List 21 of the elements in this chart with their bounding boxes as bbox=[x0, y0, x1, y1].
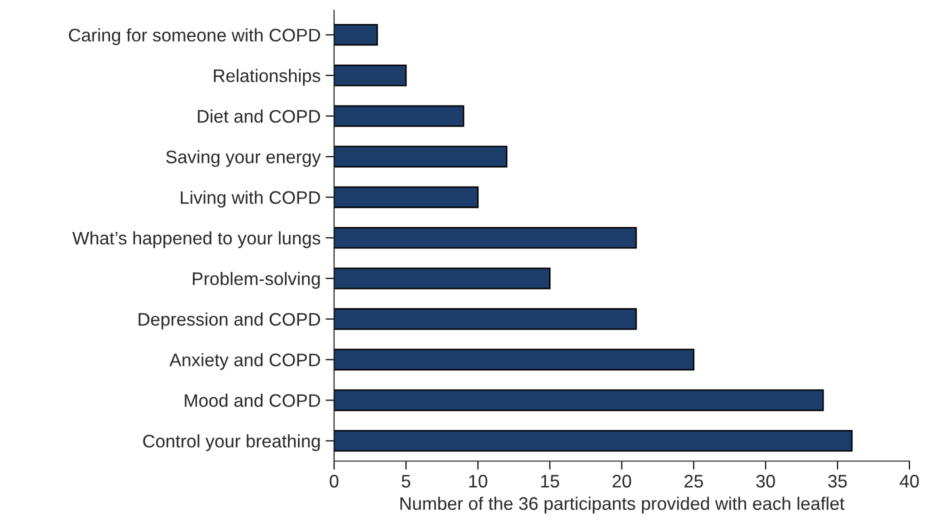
x-tick-label: 0 bbox=[330, 474, 338, 488]
x-tick-label: 15 bbox=[541, 474, 560, 488]
y-tick-label: Anxiety and COPD bbox=[169, 353, 320, 370]
y-tick-label: What’s happened to your lungs bbox=[72, 231, 320, 248]
x-tick-label: 20 bbox=[612, 474, 632, 488]
y-tick-label: Control your breathing bbox=[143, 434, 320, 452]
y-tick-label: Mood and COPD bbox=[184, 394, 320, 407]
x-tick-label: 35 bbox=[828, 474, 847, 488]
y-tick-label: Saving your energy bbox=[166, 150, 321, 167]
y-tick-label: Relationships bbox=[214, 68, 320, 86]
y-tick-label: Problem-solving bbox=[192, 272, 320, 289]
y-tick-label: Depression and COPD bbox=[138, 312, 320, 330]
y-tick-label: Caring for someone with COPD bbox=[68, 28, 320, 46]
x-tick-label: 25 bbox=[684, 474, 703, 488]
x-tick-label: 10 bbox=[469, 474, 488, 488]
x-tick-label: 30 bbox=[756, 474, 775, 488]
x-tick-label: 5 bbox=[402, 474, 410, 488]
x-tick-label: 40 bbox=[900, 474, 919, 488]
y-tick-label: Diet and COPD bbox=[198, 109, 320, 123]
x-axis-title: Number of the 36 participants provided with each leaflet bbox=[400, 496, 844, 514]
y-tick-label: Living with COPD bbox=[180, 190, 320, 208]
